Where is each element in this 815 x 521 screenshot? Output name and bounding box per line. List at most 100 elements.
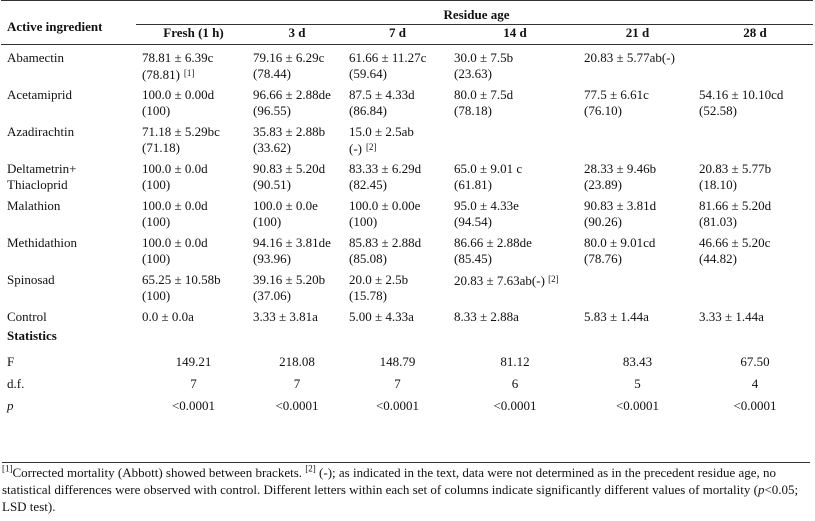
cell-value: 100.0 ± 0.0d (100) [136,230,247,267]
cell-value: 81.12 [500,354,530,369]
table-row: Abamectin 78.81 ± 6.39c (78.81) [1] 79.16 ± … [1,45,813,83]
row-label: d.f. [7,376,25,391]
cell-value: <0.0001 [733,398,777,413]
corrected-mortality: (18.10) [699,176,737,192]
corrected-mortality: (86.84) [349,102,387,118]
corrected-mortality: (82.45) [349,176,387,192]
results-table-region: Active ingredient Residue age Fresh (1 h… [1,0,814,413]
mortality-value: 35.83 ± 2.88b [253,124,326,139]
row-label: p [7,398,14,413]
cell-value: 3.33 ± 1.44a [699,309,764,324]
cell-value: 94.16 ± 3.81de (93.96) [247,230,343,267]
cell-value: 20.83 ± 7.63ab(-) [2] [448,267,578,304]
corrected-mortality: (81.03) [699,213,737,229]
row-label-line: Methidathion [7,235,78,250]
corrected-mortality: (78.18) [454,102,492,118]
cell-value: 83.33 ± 6.29d (82.45) [343,156,448,193]
footnote-p-symbol: p [757,482,765,497]
footnote-reference: [2] [548,274,559,284]
cell-value: 54.16 ± 10.10cd (52.58) [693,82,813,119]
mortality-value: 86.66 ± 2.88de [454,235,532,250]
corrected-mortality: (85.45) [454,250,492,266]
mortality-value: 20.0 ± 2.5b [349,272,409,287]
cell-value: 7 [293,376,301,391]
corrected-mortality: (93.96) [253,250,291,266]
header-row-1: Active ingredient Residue age [1,0,814,45]
mortality-value: 100.0 ± 0.0d [142,161,208,176]
corrected-mortality: (90.26) [584,213,622,229]
footnote-reference: [2] [366,141,377,152]
row-label: Spinosad [1,267,136,304]
cell-value: 46.66 ± 5.20c (44.82) [693,230,813,267]
active-ingredient-header: Active ingredient [1,0,136,45]
mortality-value: 90.83 ± 5.20d [253,161,326,176]
row-label-line: Abamectin [7,50,65,65]
cell-value: 149.21 [175,354,212,369]
mortality-value: 65.25 ± 10.58b [142,272,221,287]
mortality-value-text: 20.83 ± 7.63ab(-) [454,273,545,288]
mortality-value: 20.83 ± 5.77ab(-) [584,50,675,65]
table-footnote: [1]Corrected mortality (Abbott) showed b… [2,462,810,515]
cell-value [693,45,813,83]
corrected-mortality: (100) [142,250,171,266]
cell-value: 7 [394,376,401,391]
row-label: Acetamiprid [1,82,136,119]
row-label-line: Malathion [7,198,61,213]
cell-value: 6 [511,376,519,391]
cell-value: 86.66 ± 2.88de (85.45) [448,230,578,267]
footnote-text-2: (-); as indicated in the text, data were… [2,465,777,497]
column-header-14d: 14 d [448,24,578,45]
row-label-line: Azadirachtin [7,124,75,139]
cell-value: 100.0 ± 0.0e (100) [247,193,343,230]
corrected-mortality: (100) [142,287,171,303]
footnote-text-3: <0.05; LSD test). [2,482,799,514]
table-row: Spinosad 65.25 ± 10.58b (100) 39.16 ± 5.20b… [1,267,813,304]
corrected-mortality: (100) [142,176,171,192]
corrected-mortality: (33.62) [253,139,291,155]
cell-value: 5.83 ± 1.44a [584,309,649,324]
cell-value: 65.25 ± 10.58b (100) [136,267,247,304]
cell-value: 0.0 ± 0.0a [142,309,194,324]
cell-value: <0.0001 [375,398,420,413]
mortality-value: 79.16 ± 6.29c [253,50,325,65]
cell-value: 100.0 ± 0.0d (100) [136,193,247,230]
table-row: Acetamiprid 100.0 ± 0.00d (100) 96.66 ± 2.8… [1,82,813,119]
cell-value: 90.83 ± 5.20d (90.51) [247,156,343,193]
corrected-mortality: (15.78) [349,287,387,303]
row-label-line: Deltametrin+ [7,161,77,176]
cell-value: 15.0 ± 2.5ab (-) [2] [343,119,448,156]
mortality-value: 39.16 ± 5.20b [253,272,326,287]
cell-value: 4 [751,376,759,391]
mortality-value: 20.83 ± 5.77b [699,161,772,176]
header-row-2: Fresh (1 h) 3 d 7 d 14 d 21 d 28 d [1,24,814,45]
row-label: Control [7,309,47,324]
mortality-value: 77.5 ± 6.61c [584,87,649,102]
corrected-mortality: (59.64) [349,65,387,81]
residue-age-header: Residue age [136,0,814,25]
cell-value: 3.33 ± 3.81a [253,309,318,324]
row-label: Malathion [1,193,136,230]
table-row-stat-f: F 149.21 218.08 148.79 81.12 83.43 67.50 [1,344,813,374]
mortality-value: 78.81 ± 6.39c [142,50,214,65]
footnote-marker-1: [1] [2,463,13,474]
mortality-value: 85.83 ± 2.88d [349,235,422,250]
cell-value [693,267,813,304]
cell-value: 8.33 ± 2.88a [454,309,519,324]
mortality-value: 90.83 ± 3.81d [584,198,657,213]
cell-value: 100.0 ± 0.00e (100) [343,193,448,230]
table-row: Malathion 100.0 ± 0.0d (100) 100.0 ± 0.0e (1… [1,193,813,230]
corrected-mortality: (100) [142,102,171,118]
cell-value: 218.08 [279,354,315,369]
mortality-value: 100.0 ± 0.00d [142,87,215,102]
row-label-line: Acetamiprid [7,87,72,102]
table-row-stat-df: d.f. 7 7 7 6 5 4 [1,374,813,396]
corrected-mortality: (100) [142,213,171,229]
mortality-value: 81.66 ± 5.20d [699,198,772,213]
cell-value: <0.0001 [493,398,537,413]
corrected-mortality: (37.06) [253,287,291,303]
cell-value: 80.0 ± 9.01cd (78.76) [578,230,693,267]
cell-value: 100.0 ± 0.0d (100) [136,156,247,193]
corrected-mortality: (78.76) [584,250,622,266]
cell-value: 79.16 ± 6.29c (78.44) [247,45,343,83]
mortality-value: 54.16 ± 10.10cd [699,87,784,102]
